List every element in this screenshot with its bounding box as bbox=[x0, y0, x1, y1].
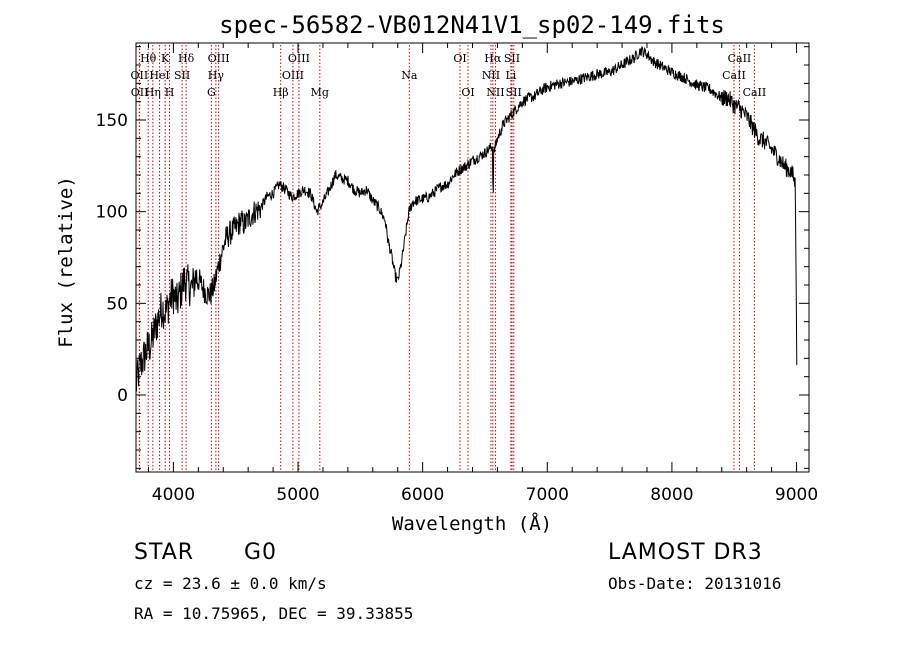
line-label: Hα bbox=[484, 52, 502, 65]
chart-title: spec-56582-VB012N41V1_sp02-149.fits bbox=[219, 11, 725, 39]
plot-axes: 4000 5000 6000 7000 8000 9000 0 50 100 150 bbox=[96, 42, 818, 505]
line-label: HeI bbox=[149, 69, 169, 82]
line-label: SII bbox=[174, 69, 190, 82]
line-label: CaII bbox=[743, 86, 767, 99]
line-label: OIII bbox=[288, 52, 310, 65]
x-tick-label: 6000 bbox=[401, 485, 444, 505]
line-label: SII bbox=[506, 86, 522, 99]
line-label: Mg bbox=[311, 86, 329, 99]
line-label: OII bbox=[131, 86, 149, 99]
line-label: OI bbox=[453, 52, 466, 65]
x-axis-label: Wavelength (Å) bbox=[392, 512, 552, 535]
line-label: K bbox=[161, 52, 170, 65]
line-label: H bbox=[165, 86, 175, 99]
y-axis-label: Flux (relative) bbox=[55, 176, 77, 348]
y-tick-label: 150 bbox=[96, 111, 128, 131]
line-markers bbox=[138, 45, 755, 471]
line-label: Hδ bbox=[178, 52, 195, 65]
x-tick-label: 4000 bbox=[152, 485, 195, 505]
x-tick-label: 8000 bbox=[650, 485, 693, 505]
line-label: OI bbox=[461, 86, 474, 99]
line-label: Li bbox=[505, 69, 516, 82]
plot-frame bbox=[135, 42, 810, 473]
x-tick-label: 9000 bbox=[775, 485, 818, 505]
line-label: CaII bbox=[728, 52, 752, 65]
coordinates: RA = 10.75965, DEC = 39.33855 bbox=[134, 604, 414, 623]
y-tick-label: 100 bbox=[96, 203, 128, 223]
x-tick-label: 7000 bbox=[526, 485, 569, 505]
line-label: NII bbox=[482, 69, 500, 82]
object-subclass: G0 bbox=[244, 540, 278, 565]
spectrum-layer bbox=[135, 46, 798, 392]
spectrum-line bbox=[135, 46, 798, 392]
line-label: Hγ bbox=[208, 69, 225, 82]
line-label: Hβ bbox=[273, 86, 289, 99]
line-label: Hη bbox=[145, 86, 161, 99]
y-tick-label: 0 bbox=[117, 386, 128, 406]
obs-date: Obs-Date: 20131016 bbox=[608, 574, 782, 593]
line-label: OIII bbox=[282, 69, 304, 82]
line-label: OIII bbox=[208, 52, 230, 65]
line-label: Na bbox=[401, 69, 418, 82]
line-label: OII bbox=[131, 69, 149, 82]
line-label: G bbox=[207, 86, 216, 99]
line-label: CaII bbox=[722, 69, 746, 82]
y-tick-label: 50 bbox=[106, 294, 128, 314]
x-tick-label: 5000 bbox=[276, 485, 319, 505]
line-labels: Hθ OII OII K HeI Hη Hδ SII H OIII Hγ G OIII OIII Hβ Mg N… bbox=[131, 52, 767, 99]
object-class: STAR bbox=[134, 540, 195, 565]
survey-name: LAMOST DR3 bbox=[608, 540, 763, 565]
redshift-text: cz = 23.6 ± 0.0 km/s bbox=[134, 574, 327, 593]
line-label: Hθ bbox=[140, 52, 157, 65]
line-label: NII bbox=[486, 86, 504, 99]
line-label: SII bbox=[504, 52, 520, 65]
